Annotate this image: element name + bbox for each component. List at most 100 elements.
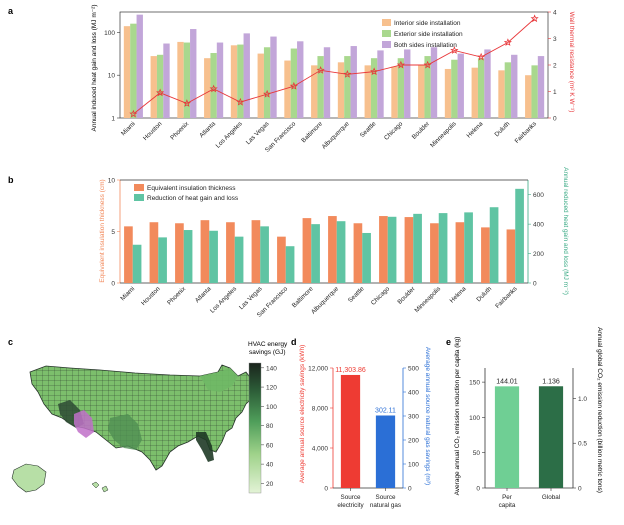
panel-b-xtick-los-angeles: Los Angeles bbox=[209, 285, 238, 314]
panel-a-legend: Interior side installation Exterior side… bbox=[382, 19, 463, 49]
bar-b-thickness-baltimore bbox=[302, 218, 312, 283]
hawaii-map bbox=[91, 481, 109, 493]
bar-a-exterior-side-installation-fairbanks bbox=[531, 65, 538, 118]
bar-b-reduction-san-francisco bbox=[285, 246, 295, 283]
panel-a-chart: Annual induced heat gain and loss (MJ m⁻… bbox=[91, 5, 575, 154]
bar-a-interior-side-installation-helena bbox=[471, 67, 478, 118]
panel-d-ylabel: Average annual source electricity saving… bbox=[299, 345, 306, 484]
bar-b-thickness-miami bbox=[124, 226, 133, 283]
bar-a-exterior-side-installation-boulder bbox=[424, 56, 431, 118]
panel-a-xtick-fairbanks: Fairbanks bbox=[514, 120, 539, 145]
panel-b-y2tick-label: 200 bbox=[533, 251, 544, 258]
panel-d-y2label: Average annual source natural gas saving… bbox=[424, 347, 431, 485]
panel-b-xtick-helena: Helena bbox=[449, 285, 468, 304]
bar-a-both-sides-installation-san-francisco bbox=[297, 41, 304, 119]
panel-d-y2tick-label: 300 bbox=[408, 414, 419, 421]
panel-b-ytick-label: 0 bbox=[111, 281, 115, 288]
colorbar-tick-label: 60 bbox=[266, 442, 274, 449]
panel-d-y2tick-label: 0 bbox=[408, 486, 412, 493]
legend-thickness: Equivalent insulation thickness bbox=[147, 185, 236, 192]
panel-a-xtick-boulder: Boulder bbox=[411, 120, 431, 140]
panel-a-wall-line bbox=[133, 18, 535, 115]
alaska-map bbox=[11, 463, 47, 493]
panel-e-ylabel: Average annual CO₂ emission reduction pe… bbox=[454, 337, 461, 496]
panel-d-xtick-source-natural-gas-0: Source bbox=[376, 494, 396, 501]
panel-d-y2tick-label: 200 bbox=[408, 438, 419, 445]
panel-a-y2tick-label: 1 bbox=[553, 89, 557, 96]
panel-e-ytick-label: 50 bbox=[473, 450, 481, 457]
legend-swatch-thickness bbox=[134, 184, 144, 191]
panel-e-chart: Average annual CO₂ emission reduction pe… bbox=[454, 327, 603, 509]
panel-d-ytick-label: 12,000 bbox=[308, 366, 328, 373]
panel-b-y2tick-label: 0 bbox=[533, 281, 537, 288]
legend-interior: Interior side installation bbox=[394, 20, 461, 27]
panel-a-star-san-francisco bbox=[289, 81, 298, 90]
data-label-e-per-capita: 144.01 bbox=[496, 378, 518, 385]
panel-a-star-houston bbox=[156, 88, 165, 97]
legend-swatch-reduction bbox=[134, 194, 144, 201]
colorbar bbox=[248, 362, 262, 494]
panel-b-xtick-atlanta: Atlanta bbox=[194, 285, 213, 304]
bar-a-exterior-side-installation-duluth bbox=[504, 62, 512, 118]
colorbar-tick-label: 140 bbox=[266, 365, 277, 372]
bar-b-reduction-fairbanks bbox=[515, 188, 524, 283]
panel-d-xtick-source-natural-gas-1: natural gas bbox=[370, 502, 401, 509]
panel-a-y2label: Wall thermal resistance (m² K W⁻¹) bbox=[568, 12, 575, 113]
panel-e-xtick-per-capita-0: Per bbox=[502, 494, 512, 501]
bar-b-reduction-phoenix bbox=[183, 230, 193, 283]
bar-a-interior-side-installation-phoenix bbox=[177, 41, 184, 118]
colorbar-tick-label: 40 bbox=[266, 462, 274, 469]
colorbar-tick-label: 20 bbox=[266, 481, 274, 488]
bar-a-interior-side-installation-baltimore bbox=[311, 65, 318, 118]
bar-b-reduction-boulder bbox=[413, 213, 422, 283]
panel-a-ylabel: Annual induced heat gain and loss (MJ m⁻… bbox=[91, 5, 98, 132]
panel-a-xtick-las-vegas: Las Vegas bbox=[245, 120, 271, 146]
legend-reduction: Reduction of heat gain and loss bbox=[147, 195, 239, 202]
bar-b-thickness-duluth bbox=[481, 227, 490, 283]
panel-a-star-minneapolis bbox=[450, 46, 459, 54]
panel-b-xtick-fairbanks: Fairbanks bbox=[494, 285, 519, 310]
bar-a-interior-side-installation-miami bbox=[123, 26, 131, 118]
bar-a-exterior-side-installation-houston bbox=[156, 54, 164, 118]
panel-a-star-fairbanks bbox=[530, 14, 539, 23]
bar-a-exterior-side-installation-baltimore bbox=[317, 56, 324, 118]
bar-b-thickness-seattle bbox=[353, 223, 363, 283]
panel-b-xtick-boulder: Boulder bbox=[396, 285, 416, 305]
panel-a-xtick-los-angeles: Los Angeles bbox=[215, 120, 244, 149]
panel-letter-e: e bbox=[446, 337, 451, 347]
panel-b-y2tick-label: 400 bbox=[533, 222, 544, 229]
legend-swatch-interior bbox=[382, 19, 391, 26]
panel-e-ytick-label: 150 bbox=[469, 380, 480, 387]
panel-a-xtick-atlanta: Atlanta bbox=[198, 120, 217, 139]
colorbar-tick-label: 120 bbox=[266, 385, 277, 392]
bar-b-reduction-duluth bbox=[489, 207, 499, 283]
panel-e-y2tick-label: 1.0 bbox=[578, 396, 587, 403]
panel-b-xtick-minneapolis: Minneapolis bbox=[413, 285, 442, 314]
panel-d-y2tick-label: 100 bbox=[408, 462, 419, 469]
panel-a-xtick-albuquerque: Albuquerque bbox=[321, 120, 352, 151]
colorbar-ticks: 20 40 60 80 100 120 140 bbox=[261, 365, 277, 488]
panel-letter-c: c bbox=[8, 337, 13, 347]
panel-e-ytick-label: 100 bbox=[469, 415, 480, 422]
panel-a-star-atlanta bbox=[209, 84, 218, 93]
bar-a-interior-side-installation-minneapolis bbox=[444, 68, 452, 118]
bar-a-both-sides-installation-albuquerque bbox=[350, 46, 357, 118]
bar-a-interior-side-installation-san-francisco bbox=[284, 60, 291, 118]
bar-a-exterior-side-installation-miami bbox=[130, 23, 137, 119]
panel-a-xtick-duluth: Duluth bbox=[493, 120, 511, 138]
bar-a-interior-side-installation-seattle bbox=[364, 65, 371, 118]
bar-b-reduction-atlanta bbox=[209, 230, 218, 283]
bar-b-reduction-los-angeles bbox=[234, 236, 244, 283]
panel-a-star-duluth bbox=[503, 38, 512, 46]
panel-a-y2tick-label: 0 bbox=[553, 116, 557, 123]
bar-a-both-sides-installation-houston bbox=[163, 43, 170, 118]
legend-swatch-both bbox=[382, 41, 391, 48]
panel-e-xtick-per-capita-1: capita bbox=[499, 502, 516, 509]
bar-b-thickness-las-vegas bbox=[251, 220, 261, 283]
bar-a-interior-side-installation-houston bbox=[150, 56, 157, 118]
panel-c-map: HVAC energy savings (GJ) 20 40 60 80 100 120 1… bbox=[11, 341, 288, 494]
panel-letter-d: d bbox=[291, 337, 297, 347]
bar-b-thickness-helena bbox=[455, 222, 465, 283]
bar-a-both-sides-installation-miami bbox=[136, 14, 143, 118]
